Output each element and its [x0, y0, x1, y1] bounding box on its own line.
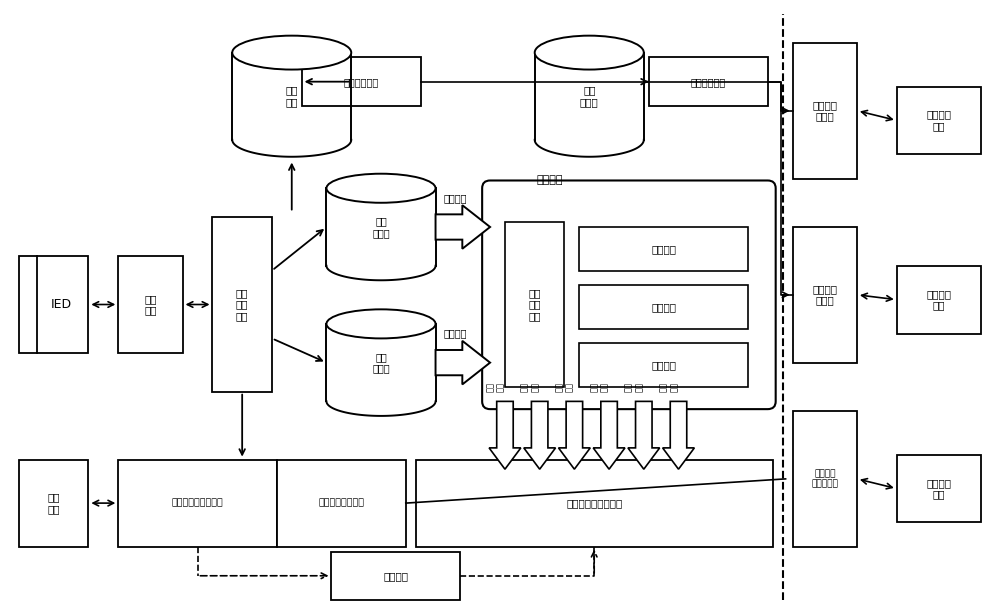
- Text: 公用
应用
处理: 公用 应用 处理: [236, 288, 248, 321]
- FancyBboxPatch shape: [482, 180, 776, 409]
- Bar: [793, 227, 857, 362]
- Text: 消息中心: 消息中心: [383, 571, 408, 581]
- Bar: [897, 266, 981, 334]
- Text: 配置管理服务: 配置管理服务: [691, 77, 726, 86]
- Ellipse shape: [326, 309, 436, 339]
- Bar: [416, 460, 773, 547]
- Bar: [19, 460, 88, 547]
- Text: 存储
输出: 存储 输出: [624, 382, 644, 392]
- Text: 数据访问代理服务: 数据访问代理服务: [318, 499, 364, 508]
- Bar: [326, 324, 436, 401]
- Bar: [579, 227, 748, 270]
- Bar: [118, 460, 277, 547]
- Text: 历史
数据库: 历史 数据库: [372, 352, 390, 373]
- Text: 实时数据: 实时数据: [444, 193, 467, 203]
- Text: 资源
中心: 资源 中心: [286, 85, 298, 107]
- Text: 公用应用管理客户端: 公用应用管理客户端: [566, 498, 622, 508]
- Bar: [212, 217, 272, 392]
- Text: 数据访问
代理客户端: 数据访问 代理客户端: [811, 469, 838, 488]
- Polygon shape: [663, 401, 694, 469]
- Polygon shape: [628, 401, 660, 469]
- Text: 构建模型: 构建模型: [651, 302, 676, 312]
- Polygon shape: [436, 205, 490, 249]
- Bar: [331, 552, 460, 600]
- Bar: [579, 343, 748, 387]
- Text: 日志
输出: 日志 输出: [555, 382, 574, 392]
- Text: 加载配置: 加载配置: [651, 244, 676, 254]
- Polygon shape: [524, 401, 556, 469]
- Bar: [505, 222, 564, 387]
- Bar: [649, 57, 768, 106]
- Text: 通讯
平台: 通讯 平台: [144, 294, 157, 315]
- Ellipse shape: [232, 36, 351, 69]
- Polygon shape: [489, 401, 521, 469]
- Text: 运动
终端: 运动 终端: [48, 492, 60, 514]
- Bar: [118, 256, 183, 353]
- Bar: [897, 86, 981, 154]
- Text: 控制
输出: 控制 输出: [520, 382, 540, 392]
- Text: 人机界面
展示: 人机界面 展示: [926, 478, 951, 499]
- Text: IED: IED: [51, 298, 72, 311]
- Polygon shape: [436, 341, 490, 384]
- Bar: [326, 188, 436, 266]
- Text: 实时
数据库: 实时 数据库: [372, 216, 390, 238]
- Text: 业务处理: 业务处理: [536, 175, 563, 185]
- Bar: [535, 52, 644, 140]
- Bar: [579, 285, 748, 329]
- Bar: [793, 411, 857, 547]
- Ellipse shape: [535, 36, 644, 69]
- Text: 告警
输出: 告警 输出: [486, 382, 505, 392]
- Text: 历史数据: 历史数据: [444, 329, 467, 339]
- Text: 状态
输出: 状态 输出: [590, 382, 609, 392]
- Text: 业务处理: 业务处理: [651, 360, 676, 370]
- Text: 模型配置
工具: 模型配置 工具: [926, 110, 951, 131]
- Bar: [19, 256, 88, 353]
- Ellipse shape: [326, 174, 436, 203]
- Polygon shape: [593, 401, 625, 469]
- Bar: [302, 57, 421, 106]
- Polygon shape: [559, 401, 590, 469]
- Text: 人机界面
设计: 人机界面 设计: [926, 289, 951, 311]
- Text: 配置管理
客户端: 配置管理 客户端: [812, 100, 837, 122]
- Text: 资源管理服务: 资源管理服务: [344, 77, 379, 86]
- Text: 业务
访问
接口: 业务 访问 接口: [528, 288, 541, 321]
- Bar: [277, 460, 406, 547]
- Bar: [232, 52, 351, 140]
- Text: 转发
输出: 转发 输出: [659, 382, 678, 392]
- Bar: [793, 43, 857, 178]
- Text: 公用应用管理服务端: 公用应用管理服务端: [172, 499, 223, 508]
- Text: 配置
数据库: 配置 数据库: [580, 85, 599, 107]
- Text: 资源管理
客户端: 资源管理 客户端: [812, 284, 837, 306]
- Bar: [897, 455, 981, 523]
